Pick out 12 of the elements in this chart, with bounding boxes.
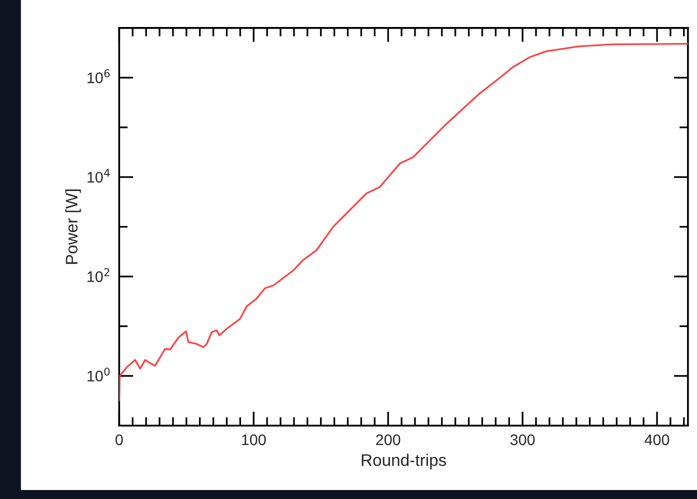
x-axis-title: Round-trips	[362, 454, 446, 470]
line-series	[119, 43, 688, 402]
x-tick-label: 0	[116, 434, 123, 446]
y-axis-title: Power [W]	[65, 190, 81, 264]
x-tick-label: 300	[510, 434, 535, 446]
y-tick-label: 10$^{4}$	[88, 168, 110, 183]
x-tick-label: 200	[376, 434, 400, 446]
y-tick-label: 10$^{2}$	[88, 268, 110, 282]
y-tick-label: 10$^{6}$	[88, 69, 110, 84]
x-tick-label: 100	[242, 434, 266, 446]
x-tick-label: 400	[644, 434, 670, 446]
y-tick-label: 10$^{0}$	[88, 368, 110, 382]
